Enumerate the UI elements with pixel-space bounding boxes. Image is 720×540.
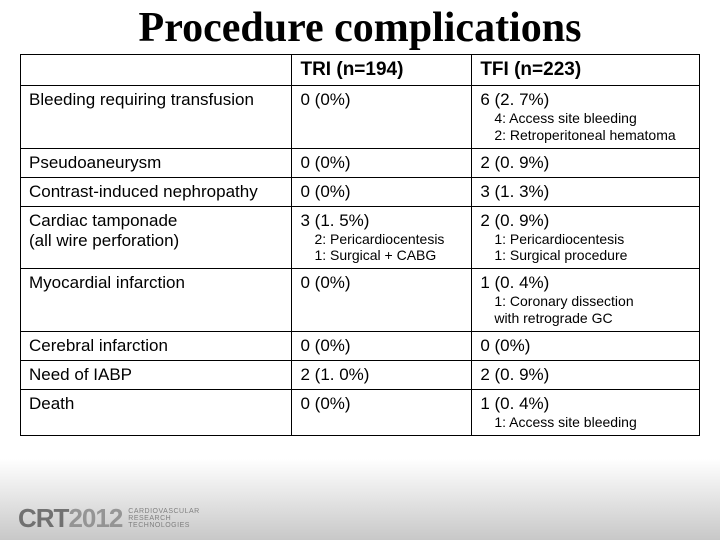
table-row: Pseudoaneurysm 0 (0%) 2 (0. 9%): [21, 148, 700, 177]
row-label: Bleeding requiring transfusion: [21, 86, 292, 149]
cell-main: 6 (2. 7%): [480, 90, 691, 110]
cell-tfi: 2 (0. 9%): [472, 360, 700, 389]
cell-tri: 0 (0%): [292, 148, 472, 177]
crt-sub2: RESEARCH: [128, 515, 199, 522]
cell-tfi: 1 (0. 4%)1: Access site bleeding: [472, 389, 700, 435]
cell-sub: 2: Retroperitoneal hematoma: [480, 127, 691, 144]
footer-logo: CRT2012 CARDIOVASCULAR RESEARCH TECHNOLO…: [18, 503, 200, 534]
cell-main: 3 (1. 3%): [480, 182, 691, 202]
table-row: Death 0 (0%) 1 (0. 4%)1: Access site bleed…: [21, 389, 700, 435]
row-label: Cardiac tamponade (all wire perforation): [21, 206, 292, 269]
crt-sub1: CARDIOVASCULAR: [128, 508, 199, 515]
cell-sub: 2: Pericardiocentesis: [300, 231, 463, 248]
cell-main: 0 (0%): [300, 153, 463, 173]
table-row: Cerebral infarction 0 (0%) 0 (0%): [21, 331, 700, 360]
cell-main: 0 (0%): [300, 394, 463, 414]
table-row: Myocardial infarction 0 (0%) 1 (0. 4%)1: C…: [21, 269, 700, 332]
table-row: Need of IABP 2 (1. 0%) 2 (0. 9%): [21, 360, 700, 389]
cell-sub: 4: Access site bleeding: [480, 110, 691, 127]
cell-main: 0 (0%): [300, 273, 463, 293]
crt-logo-text: CRT2012: [18, 503, 122, 534]
cell-sub: 1: Pericardiocentesis: [480, 231, 691, 248]
cell-tri: 0 (0%): [292, 389, 472, 435]
header-tri: TRI (n=194): [292, 55, 472, 86]
row-label: Contrast-induced nephropathy: [21, 177, 292, 206]
slide-title: Procedure complications: [0, 0, 720, 54]
cell-sub: 1: Surgical + CABG: [300, 247, 463, 264]
row-label: Pseudoaneurysm: [21, 148, 292, 177]
cell-main: 0 (0%): [300, 182, 463, 202]
cell-main: 1 (0. 4%): [480, 273, 691, 293]
cell-tri: 0 (0%): [292, 331, 472, 360]
table-row: Bleeding requiring transfusion 0 (0%) 6 (2…: [21, 86, 700, 149]
cell-sub: 1: Coronary dissection: [480, 293, 691, 310]
crt-year: 2012: [68, 503, 122, 533]
cell-main: 1 (0. 4%): [480, 394, 691, 414]
cell-tfi: 2 (0. 9%): [472, 148, 700, 177]
header-tfi: TFI (n=223): [472, 55, 700, 86]
cell-sub: with retrograde GC: [480, 310, 691, 327]
row-label: Need of IABP: [21, 360, 292, 389]
cell-tfi: 2 (0. 9%)1: Pericardiocentesis1: Surgica…: [472, 206, 700, 269]
complications-table: TRI (n=194) TFI (n=223) Bleeding requiri…: [20, 54, 700, 436]
cell-main: 0 (0%): [300, 336, 463, 356]
cell-tri: 3 (1. 5%)2: Pericardiocentesis1: Surgica…: [292, 206, 472, 269]
cell-tfi: 1 (0. 4%)1: Coronary dissection with ret…: [472, 269, 700, 332]
table-header-row: TRI (n=194) TFI (n=223): [21, 55, 700, 86]
cell-sub: 1: Surgical procedure: [480, 247, 691, 264]
row-label: Myocardial infarction: [21, 269, 292, 332]
cell-tri: 0 (0%): [292, 177, 472, 206]
cell-main: 0 (0%): [300, 90, 463, 110]
row-label: Death: [21, 389, 292, 435]
cell-main: 2 (0. 9%): [480, 211, 691, 231]
cell-tri: 0 (0%): [292, 86, 472, 149]
cell-main: 2 (0. 9%): [480, 365, 691, 385]
cell-sub: 1: Access site bleeding: [480, 414, 691, 431]
cell-tfi: 0 (0%): [472, 331, 700, 360]
cell-main: 2 (1. 0%): [300, 365, 463, 385]
cell-tfi: 6 (2. 7%)4: Access site bleeding2: Retro…: [472, 86, 700, 149]
cell-main: 0 (0%): [480, 336, 691, 356]
cell-main: 2 (0. 9%): [480, 153, 691, 173]
table-row: Contrast-induced nephropathy 0 (0%) 3 (1. …: [21, 177, 700, 206]
crt-sub3: TECHNOLOGIES: [128, 522, 199, 529]
cell-tri: 0 (0%): [292, 269, 472, 332]
cell-tfi: 3 (1. 3%): [472, 177, 700, 206]
crt-sub-block: CARDIOVASCULAR RESEARCH TECHNOLOGIES: [128, 508, 199, 529]
cell-tri: 2 (1. 0%): [292, 360, 472, 389]
crt-text: CRT: [18, 503, 68, 533]
row-label: Cerebral infarction: [21, 331, 292, 360]
header-label: [21, 55, 292, 86]
cell-main: 3 (1. 5%): [300, 211, 463, 231]
table-row: Cardiac tamponade (all wire perforation)…: [21, 206, 700, 269]
